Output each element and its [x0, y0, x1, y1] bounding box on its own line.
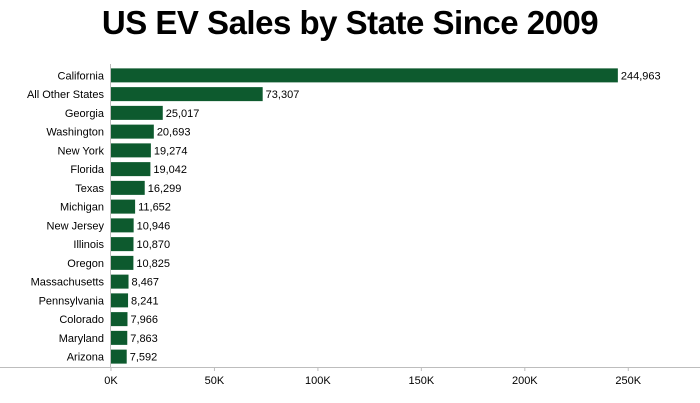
category-label: Oregon: [67, 258, 104, 270]
category-label: All Other States: [27, 89, 105, 101]
bar: [111, 218, 134, 233]
chart-title: US EV Sales by State Since 2009: [101, 4, 599, 41]
bar-value-label: 7,966: [130, 314, 158, 326]
bar-value-label: 8,241: [131, 295, 159, 307]
bar: [111, 330, 128, 345]
bar: [111, 274, 129, 289]
bar: [111, 68, 618, 83]
category-label: Maryland: [59, 333, 104, 345]
x-axis: 0K 50K 100K 150K 200K 250K: [0, 64, 700, 387]
category-label: Arizona: [67, 352, 105, 364]
x-tick-label: 250K: [615, 375, 641, 387]
bar-value-label: 19,274: [154, 145, 188, 157]
bar-value-label: 16,299: [148, 183, 182, 195]
category-label: Illinois: [73, 239, 104, 251]
bar: [111, 124, 154, 139]
x-tick-label: 150K: [409, 375, 435, 387]
bar: [111, 349, 127, 364]
bar: [111, 255, 134, 270]
bar-value-label: 7,592: [130, 352, 158, 364]
category-label: Massachusetts: [31, 277, 105, 289]
category-label: Colorado: [59, 314, 104, 326]
bar-value-label: 20,693: [157, 127, 191, 139]
bar-value-label: 244,963: [621, 70, 661, 82]
bars-group: California 244,963 All Other States 73,307 G…: [27, 68, 661, 364]
category-label: Florida: [70, 164, 105, 176]
bar: [111, 293, 129, 308]
x-tick-label: 0K: [104, 375, 118, 387]
bar: [111, 237, 134, 252]
category-label: Texas: [75, 183, 104, 195]
bar-value-label: 11,652: [138, 202, 171, 214]
category-label: New Jersey: [47, 220, 105, 232]
bar: [111, 180, 145, 195]
category-label: California: [58, 70, 105, 82]
bar-value-label: 8,467: [132, 277, 160, 289]
bar: [111, 199, 136, 214]
bar: [111, 105, 163, 120]
x-tick-label: 50K: [205, 375, 225, 387]
bar-value-label: 10,825: [136, 258, 170, 270]
category-label: Georgia: [65, 108, 105, 120]
bar-value-label: 73,307: [266, 89, 300, 101]
category-label: New York: [58, 145, 105, 157]
bar-value-label: 7,863: [130, 333, 158, 345]
category-label: Washington: [46, 127, 104, 139]
bar-value-label: 25,017: [166, 108, 200, 120]
bar-value-label: 10,946: [137, 220, 171, 232]
bar: [111, 162, 151, 177]
bar: [111, 87, 263, 102]
bar: [111, 312, 128, 327]
x-tick-label: 200K: [512, 375, 538, 387]
x-tick-label: 100K: [305, 375, 331, 387]
bar: [111, 143, 151, 158]
bar-value-label: 10,870: [136, 239, 170, 251]
category-label: Michigan: [60, 202, 104, 214]
category-label: Pennsylvania: [39, 295, 105, 307]
bar-value-label: 19,042: [153, 164, 187, 176]
